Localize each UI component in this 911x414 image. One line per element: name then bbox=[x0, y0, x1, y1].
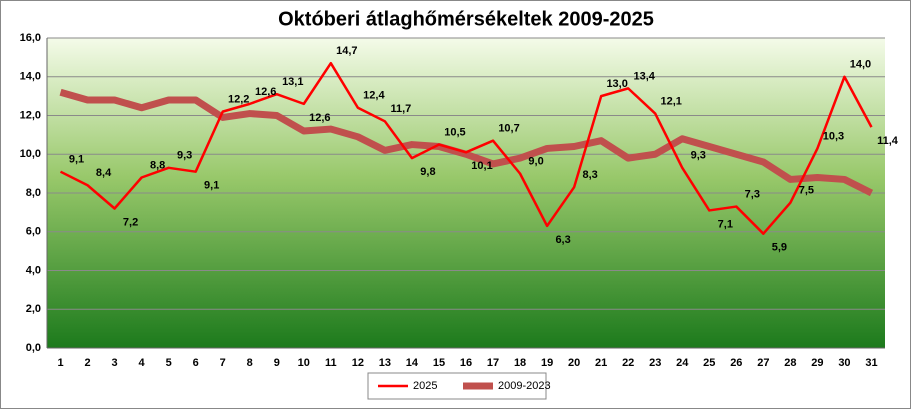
x-tick-label: 28 bbox=[784, 357, 796, 369]
x-tick-label: 20 bbox=[568, 357, 580, 369]
y-tick-label: 16,0 bbox=[20, 32, 41, 44]
data-label: 13,1 bbox=[282, 76, 303, 88]
y-tick-label: 8,0 bbox=[26, 187, 41, 199]
x-tick-label: 18 bbox=[514, 357, 526, 369]
legend-label: 2025 bbox=[413, 380, 437, 392]
y-tick-label: 12,0 bbox=[20, 109, 41, 121]
x-tick-label: 30 bbox=[838, 357, 850, 369]
data-label: 11,7 bbox=[390, 103, 411, 115]
data-label: 11,4 bbox=[877, 135, 899, 147]
chart-title: Októberi átlaghőmérsékeltek 2009-2025 bbox=[278, 8, 654, 30]
x-tick-label: 7 bbox=[220, 357, 226, 369]
data-label: 8,4 bbox=[96, 167, 112, 179]
x-tick-label: 29 bbox=[811, 357, 823, 369]
data-label: 12,1 bbox=[661, 95, 682, 107]
data-label: 10,3 bbox=[823, 130, 844, 142]
data-label: 7,5 bbox=[799, 185, 814, 197]
x-tick-label: 11 bbox=[325, 357, 337, 369]
data-label: 14,7 bbox=[336, 45, 357, 57]
x-tick-label: 2 bbox=[84, 357, 90, 369]
data-label: 10,1 bbox=[471, 160, 492, 172]
legend-label: 2009-2023 bbox=[498, 380, 551, 392]
series-line bbox=[59, 88, 874, 197]
x-tick-label: 9 bbox=[274, 357, 280, 369]
data-label: 8,3 bbox=[582, 169, 597, 181]
data-label: 13,4 bbox=[633, 70, 655, 82]
data-label: 9,8 bbox=[420, 166, 435, 178]
data-label: 12,6 bbox=[255, 86, 276, 98]
x-tick-label: 10 bbox=[298, 357, 310, 369]
x-tick-label: 8 bbox=[247, 357, 253, 369]
x-tick-label: 16 bbox=[460, 357, 472, 369]
y-tick-label: 10,0 bbox=[20, 148, 41, 160]
data-label: 10,5 bbox=[444, 126, 465, 138]
x-tick-label: 1 bbox=[57, 357, 63, 369]
x-tick-label: 24 bbox=[676, 357, 689, 369]
x-tick-label: 12 bbox=[352, 357, 364, 369]
x-tick-label: 26 bbox=[730, 357, 742, 369]
x-tick-label: 4 bbox=[139, 357, 146, 369]
x-tick-label: 25 bbox=[703, 357, 715, 369]
y-tick-label: 14,0 bbox=[20, 71, 41, 83]
data-label: 10,7 bbox=[498, 123, 519, 135]
data-label: 7,1 bbox=[718, 218, 733, 230]
x-tick-label: 6 bbox=[193, 357, 199, 369]
x-tick-label: 23 bbox=[649, 357, 661, 369]
data-label: 9,1 bbox=[204, 180, 219, 192]
data-label: 7,2 bbox=[123, 216, 138, 228]
x-tick-label: 13 bbox=[379, 357, 391, 369]
y-tick-label: 0,0 bbox=[26, 342, 41, 354]
x-tick-label: 5 bbox=[166, 357, 172, 369]
series-line bbox=[59, 61, 873, 235]
data-label: 9,0 bbox=[528, 156, 543, 168]
data-label: 12,4 bbox=[363, 90, 385, 102]
y-tick-label: 4,0 bbox=[26, 264, 41, 276]
data-label: 12,2 bbox=[228, 94, 249, 106]
x-tick-label: 21 bbox=[595, 357, 607, 369]
data-label: 14,0 bbox=[850, 59, 871, 71]
data-label: 6,3 bbox=[555, 234, 570, 246]
data-label: 12,6 bbox=[309, 112, 330, 124]
data-label: 9,1 bbox=[69, 154, 84, 166]
x-tick-label: 15 bbox=[433, 357, 445, 369]
y-tick-label: 2,0 bbox=[26, 303, 41, 315]
data-label: 13,0 bbox=[606, 78, 627, 90]
x-tick-label: 3 bbox=[112, 357, 118, 369]
x-tick-label: 31 bbox=[865, 357, 877, 369]
data-label: 5,9 bbox=[772, 242, 787, 254]
data-label: 9,3 bbox=[691, 150, 706, 162]
data-label: 7,3 bbox=[745, 188, 760, 200]
y-tick-label: 6,0 bbox=[26, 226, 41, 238]
data-label: 9,3 bbox=[177, 150, 192, 162]
x-tick-label: 22 bbox=[622, 357, 634, 369]
x-tick-label: 19 bbox=[541, 357, 553, 369]
x-tick-label: 14 bbox=[406, 357, 419, 369]
x-tick-label: 17 bbox=[487, 357, 499, 369]
x-tick-label: 27 bbox=[757, 357, 769, 369]
data-label: 8,8 bbox=[150, 159, 165, 171]
